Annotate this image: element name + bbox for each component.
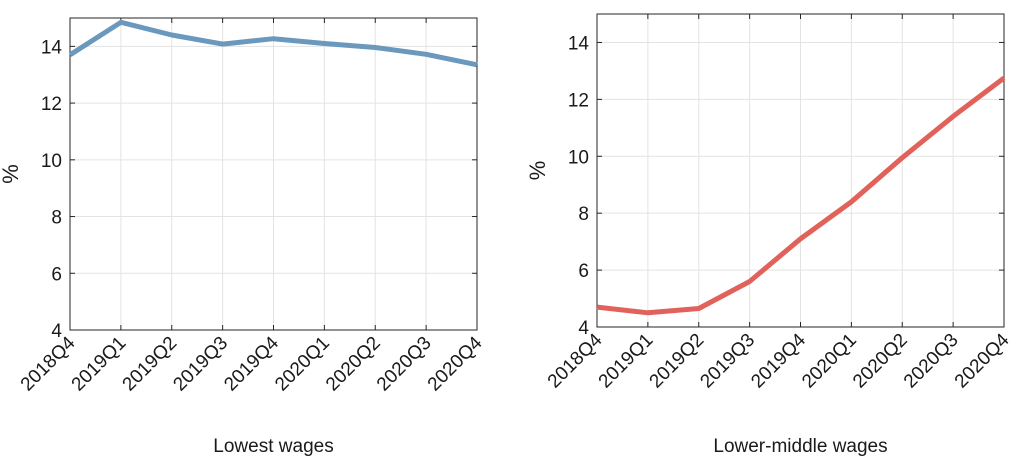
x-tick-label: 2020Q3 xyxy=(373,333,436,396)
y-tick-label: 12 xyxy=(41,94,62,115)
x-tick-label: 2018Q4 xyxy=(17,332,80,395)
x-tick-label: 2020Q4 xyxy=(951,329,1014,392)
x-axis-label: Lower-middle wages xyxy=(713,436,887,457)
x-tick-label: 2019Q2 xyxy=(646,330,709,393)
panel-1: 4681012142018Q42019Q12019Q22019Q32019Q42… xyxy=(0,17,487,457)
x-tick-label: 2020Q4 xyxy=(424,332,487,395)
y-axis-label: % xyxy=(525,161,550,181)
y-tick-label: 10 xyxy=(41,151,62,172)
x-tick-label: 2019Q2 xyxy=(119,333,182,396)
x-tick-label: 2019Q3 xyxy=(696,330,759,393)
y-tick-label: 4 xyxy=(51,321,62,342)
x-tick-label: 2019Q1 xyxy=(595,330,658,393)
x-tick-label: 2019Q3 xyxy=(169,333,232,396)
x-axis-label: Lowest wages xyxy=(213,436,333,457)
y-tick-label: 4 xyxy=(578,318,589,339)
y-tick-label: 10 xyxy=(568,147,589,168)
y-tick-label: 12 xyxy=(568,90,589,111)
y-tick-label: 14 xyxy=(41,37,63,58)
x-tick-label: 2020Q1 xyxy=(271,333,334,396)
panel-2: 4681012142018Q42019Q12019Q22019Q32019Q42… xyxy=(525,13,1014,457)
x-tick-label: 2019Q4 xyxy=(220,332,283,395)
y-tick-label: 14 xyxy=(568,33,590,54)
x-tick-label: 2018Q4 xyxy=(544,329,607,392)
y-axis-label: % xyxy=(0,164,23,184)
y-tick-label: 6 xyxy=(51,264,62,285)
x-tick-label: 2020Q2 xyxy=(322,333,385,396)
x-tick-label: 2019Q1 xyxy=(68,333,131,396)
x-tick-label: 2019Q4 xyxy=(747,329,810,392)
y-tick-label: 6 xyxy=(578,261,589,282)
y-tick-label: 8 xyxy=(578,204,589,225)
x-tick-label: 2020Q3 xyxy=(900,330,963,393)
x-tick-label: 2020Q1 xyxy=(798,330,861,393)
y-tick-label: 8 xyxy=(51,208,62,229)
x-tick-label: 2020Q2 xyxy=(849,330,912,393)
